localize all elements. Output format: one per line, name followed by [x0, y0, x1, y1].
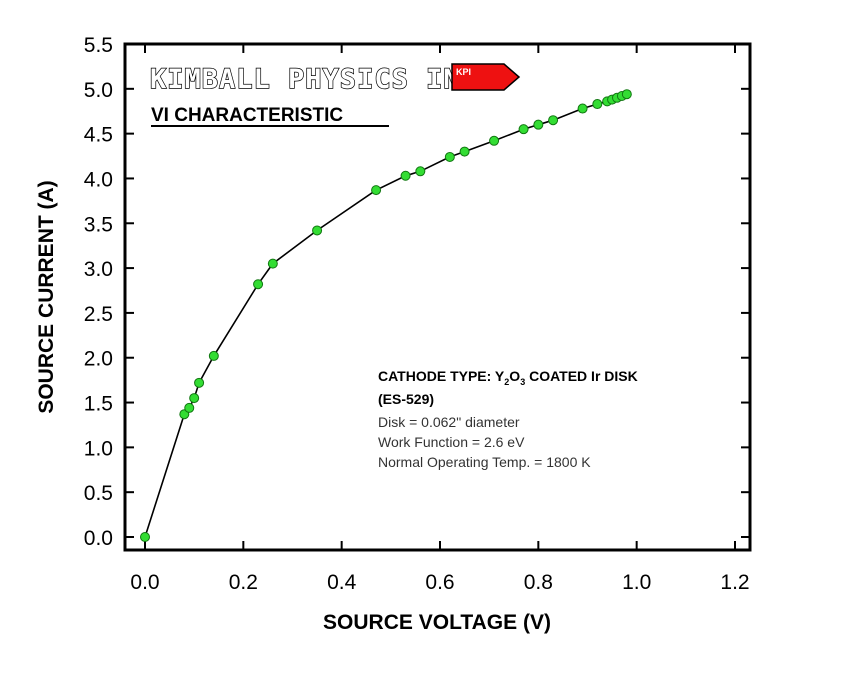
data-point — [592, 99, 603, 110]
y-tick-label: 5.5 — [84, 34, 113, 57]
data-point — [267, 258, 278, 269]
y-tick-label: 2.0 — [84, 348, 113, 371]
x-tick-label: 1.0 — [622, 571, 651, 594]
data-point — [444, 151, 455, 162]
x-tick-label: 0.2 — [229, 571, 258, 594]
x-tick-label: 0.4 — [327, 571, 357, 594]
kpi-logo-text: KPI — [456, 67, 471, 77]
y-tick-label: 3.0 — [84, 258, 113, 281]
cathode-annotation: CATHODE TYPE: Y2O3 COATED Ir DISK (ES-52… — [378, 368, 638, 470]
y-tick-label: 4.5 — [84, 124, 113, 147]
annotation-cathode-sub2: 3 — [520, 377, 525, 387]
axis-tick-labels: 0.0 0.2 0.4 0.6 0.8 1.0 1.2 0.0 0.5 1.0 1.5 2.0 2.5 3… — [84, 34, 750, 594]
data-points — [140, 89, 632, 542]
data-point — [533, 119, 544, 130]
annotation-cathode-sub1: 2 — [504, 377, 509, 387]
data-point — [489, 135, 500, 146]
chart-title: KIMBALL PHYSICS INC. — [150, 64, 495, 95]
data-point — [312, 225, 323, 236]
annotation-work-function: Work Function = 2.6 eV — [378, 434, 525, 450]
y-tick-label: 1.5 — [84, 393, 113, 416]
annotation-cathode-mid: O — [509, 368, 520, 384]
data-point — [577, 103, 588, 114]
kpi-logo-arrow — [451, 63, 521, 91]
y-tick-label: 0.0 — [84, 527, 113, 550]
y-tick-label: 2.5 — [84, 303, 113, 326]
y-tick-label: 0.5 — [84, 482, 113, 505]
data-point — [459, 146, 470, 157]
chart-subtitle: VI CHARACTERISTIC — [151, 105, 343, 126]
data-point — [621, 89, 632, 100]
data-point — [140, 532, 150, 542]
annotation-operating-temp: Normal Operating Temp. = 1800 K — [378, 454, 591, 470]
kpi-logo: KPI — [451, 63, 521, 91]
y-tick-label: 3.5 — [84, 213, 113, 236]
plot-frame — [123, 42, 752, 552]
x-tick-label: 0.0 — [130, 571, 159, 594]
data-point — [194, 377, 205, 388]
data-point — [400, 170, 411, 181]
x-tick-label: 0.8 — [524, 571, 553, 594]
annotation-disk-diameter: Disk = 0.062" diameter — [378, 414, 520, 430]
x-tick-label: 1.2 — [720, 571, 749, 594]
data-point — [189, 393, 200, 404]
annotation-cathode-suffix: COATED Ir DISK — [525, 368, 638, 384]
data-point — [208, 350, 219, 361]
axis-ticks — [125, 43, 750, 550]
series-line — [144, 93, 628, 538]
data-point — [518, 124, 529, 135]
y-tick-label: 4.0 — [84, 168, 113, 191]
data-point — [548, 115, 559, 126]
data-point — [253, 279, 264, 290]
data-point — [415, 166, 426, 177]
x-tick-label: 0.6 — [425, 571, 454, 594]
x-axis-title: SOURCE VOLTAGE (V) — [323, 611, 551, 634]
y-axis-title: SOURCE CURRENT (A) — [35, 180, 58, 413]
y-tick-label: 5.0 — [84, 79, 113, 102]
annotation-part-number: (ES-529) — [378, 391, 434, 407]
y-tick-label: 1.0 — [84, 437, 113, 460]
annotation-cathode-prefix: CATHODE TYPE: Y — [378, 368, 505, 384]
data-point — [184, 402, 195, 413]
annotation-cathode-type: CATHODE TYPE: Y2O3 COATED Ir DISK — [378, 368, 638, 387]
data-point — [371, 185, 382, 196]
